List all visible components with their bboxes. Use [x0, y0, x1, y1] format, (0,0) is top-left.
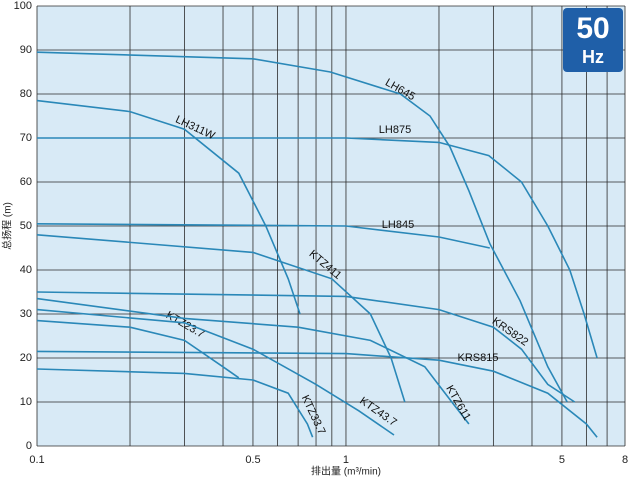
y-tick-label: 20 — [20, 352, 32, 364]
y-axis-label: 总扬程 (m) — [1, 202, 14, 250]
curve-label: KRS815 — [458, 352, 499, 364]
curve-label: LH875 — [379, 124, 411, 136]
y-tick-label: 70 — [20, 132, 32, 144]
x-axis-label: 排出量 (m³/min) — [311, 465, 381, 478]
pump-curve — [36, 319, 240, 379]
pump-curve — [36, 350, 598, 438]
y-tick-label: 30 — [20, 308, 32, 320]
x-tick-label: 0.5 — [245, 454, 260, 466]
curve-label: LH845 — [382, 219, 414, 231]
pump-curve — [36, 291, 576, 403]
y-tick-label: 90 — [20, 44, 32, 56]
pump-curve — [36, 297, 470, 425]
pump-curve — [36, 308, 395, 436]
y-tick-label: 10 — [20, 396, 32, 408]
pump-curve — [37, 137, 598, 359]
pump-curve — [36, 51, 568, 403]
x-tick-label: 5 — [559, 454, 565, 466]
y-tick-label: 60 — [20, 176, 32, 188]
x-tick-label: 8 — [622, 454, 628, 466]
x-tick-label: 1 — [343, 454, 349, 466]
y-tick-label: 40 — [20, 264, 32, 276]
y-tick-label: 0 — [26, 440, 32, 452]
pump-curve — [36, 99, 301, 315]
y-tick-label: 100 — [14, 0, 32, 12]
x-tick-label: 0.1 — [29, 454, 44, 466]
y-tick-label: 80 — [20, 88, 32, 100]
y-tick-label: 50 — [20, 220, 32, 232]
pump-curve — [36, 223, 490, 249]
frequency-badge — [563, 8, 623, 72]
pump-curve — [36, 368, 314, 438]
chart-title: 50 — [576, 12, 609, 45]
chart-subtitle: Hz — [582, 47, 604, 67]
